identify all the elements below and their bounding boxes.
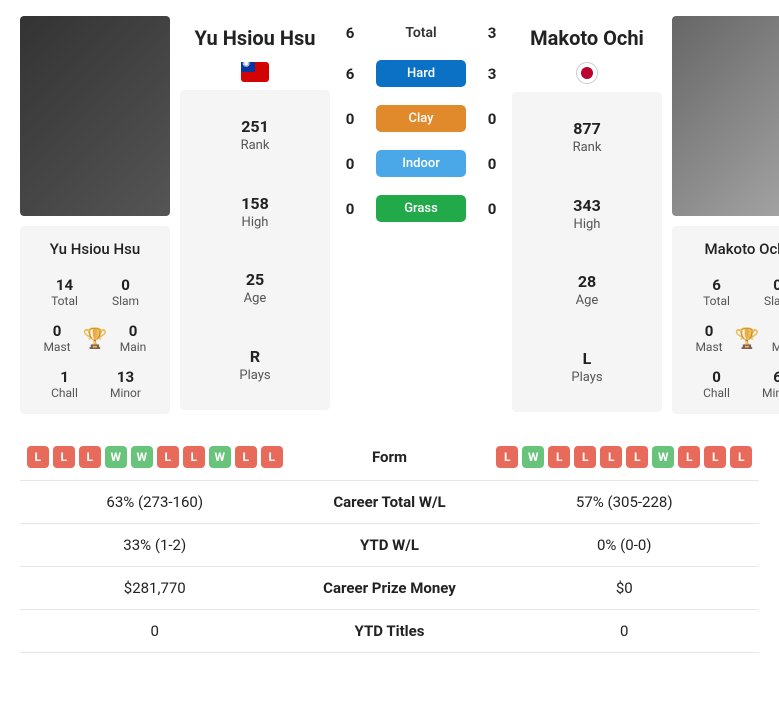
form-badge: W: [652, 446, 674, 468]
label-form: Form: [290, 434, 490, 481]
surf-grass-pill[interactable]: Grass: [376, 195, 466, 222]
form-badge: L: [157, 446, 179, 468]
comparison-table: LLLWWLLWLL Form LWLLLLWLLL 63% (273-160)…: [20, 434, 759, 653]
player1-flag-icon: [241, 62, 269, 82]
p2-main-val: 0: [762, 322, 779, 340]
surf-total-label: Total: [376, 25, 466, 41]
form-badge: L: [704, 446, 726, 468]
surf-clay-p1: 0: [340, 110, 360, 128]
form-badge: L: [574, 446, 596, 468]
trophy-icon: 🏆: [80, 326, 110, 350]
p2-prize: $0: [490, 567, 760, 610]
p1-mast-val: 0: [34, 322, 80, 340]
p2-age: 28: [512, 272, 662, 291]
p2-plays: L: [512, 349, 662, 368]
p2-form: LWLLLLWLLL: [496, 446, 754, 468]
player1-name[interactable]: Yu Hsiou Hsu: [195, 26, 316, 50]
surf-clay-pill[interactable]: Clay: [376, 105, 466, 132]
form-badge: L: [678, 446, 700, 468]
surf-indoor-pill[interactable]: Indoor: [376, 150, 466, 177]
p1-career-wl: 63% (273-160): [20, 481, 290, 524]
label-ytd-titles: YTD Titles: [290, 610, 490, 653]
row-form: LLLWWLLWLL Form LWLLLLWLLL: [20, 434, 759, 481]
row-career-wl: 63% (273-160) Career Total W/L 57% (305-…: [20, 481, 759, 524]
p1-minor-val: 13: [95, 368, 156, 386]
label-prize: Career Prize Money: [290, 567, 490, 610]
form-badge: W: [105, 446, 127, 468]
surf-total-p2: 3: [482, 24, 502, 42]
surf-hard-p1: 6: [340, 65, 360, 83]
surf-grass-p2: 0: [482, 200, 502, 218]
player1-stats-card: 251Rank 158High 25Age RPlays: [180, 90, 330, 410]
form-badge: L: [626, 446, 648, 468]
label-career-wl: Career Total W/L: [290, 481, 490, 524]
p1-rank: 251: [180, 117, 330, 136]
player2-stats-card: 877Rank 343High 28Age LPlays: [512, 92, 662, 412]
surf-hard-p2: 3: [482, 65, 502, 83]
p1-total-val: 14: [34, 276, 95, 294]
form-badge: L: [496, 446, 518, 468]
p1-form: LLLWWLLWLL: [26, 446, 284, 468]
p1-slam-val: 0: [95, 276, 156, 294]
p1-prize: $281,770: [20, 567, 290, 610]
p1-plays: R: [180, 347, 330, 366]
player2-flag-icon: [576, 62, 598, 84]
player2-photo: [672, 16, 779, 216]
p1-ytd-wl: 33% (1-2): [20, 524, 290, 567]
p2-high: 343: [512, 196, 662, 215]
form-badge: W: [131, 446, 153, 468]
surf-total-p1: 6: [340, 24, 360, 42]
p1-chall-val: 1: [34, 368, 95, 386]
p2-ytd-wl: 0% (0-0): [490, 524, 760, 567]
player2-titles-card: Makoto Ochi 6Total 0Slam 0Mast 🏆 0Main 0…: [672, 226, 779, 414]
surf-grass-p1: 0: [340, 200, 360, 218]
p1-age: 25: [180, 270, 330, 289]
label-ytd-wl: YTD W/L: [290, 524, 490, 567]
p2-ytd-titles: 0: [490, 610, 760, 653]
form-badge: W: [522, 446, 544, 468]
form-badge: L: [730, 446, 752, 468]
form-badge: L: [183, 446, 205, 468]
form-badge: L: [27, 446, 49, 468]
player1-name-small: Yu Hsiou Hsu: [26, 240, 164, 258]
surface-h2h: 6 Total 3 6 Hard 3 0 Clay 0 0 Indoor 0 0…: [340, 16, 502, 222]
form-badge: L: [235, 446, 257, 468]
p1-ytd-titles: 0: [20, 610, 290, 653]
p2-rank: 877: [512, 119, 662, 138]
player2-name[interactable]: Makoto Ochi: [530, 26, 644, 50]
p2-total-val: 6: [686, 276, 747, 294]
surf-clay-p2: 0: [482, 110, 502, 128]
form-badge: L: [548, 446, 570, 468]
form-badge: L: [79, 446, 101, 468]
form-badge: L: [261, 446, 283, 468]
form-badge: W: [209, 446, 231, 468]
row-ytd-titles: 0 YTD Titles 0: [20, 610, 759, 653]
surf-indoor-p2: 0: [482, 155, 502, 173]
row-ytd-wl: 33% (1-2) YTD W/L 0% (0-0): [20, 524, 759, 567]
p2-minor-val: 6: [747, 368, 779, 386]
player1-titles-card: Yu Hsiou Hsu 14Total 0Slam 0Mast 🏆 0Main…: [20, 226, 170, 414]
player2-name-small: Makoto Ochi: [678, 240, 779, 258]
row-prize: $281,770 Career Prize Money $0: [20, 567, 759, 610]
p1-high: 158: [180, 194, 330, 213]
trophy-icon: 🏆: [732, 326, 762, 350]
surf-indoor-p1: 0: [340, 155, 360, 173]
form-badge: L: [600, 446, 622, 468]
surf-hard-pill[interactable]: Hard: [376, 60, 466, 87]
p2-chall-val: 0: [686, 368, 747, 386]
p2-career-wl: 57% (305-228): [490, 481, 760, 524]
p2-mast-val: 0: [686, 322, 732, 340]
player1-photo: [20, 16, 170, 216]
p1-main-val: 0: [110, 322, 156, 340]
form-badge: L: [53, 446, 75, 468]
p2-slam-val: 0: [747, 276, 779, 294]
